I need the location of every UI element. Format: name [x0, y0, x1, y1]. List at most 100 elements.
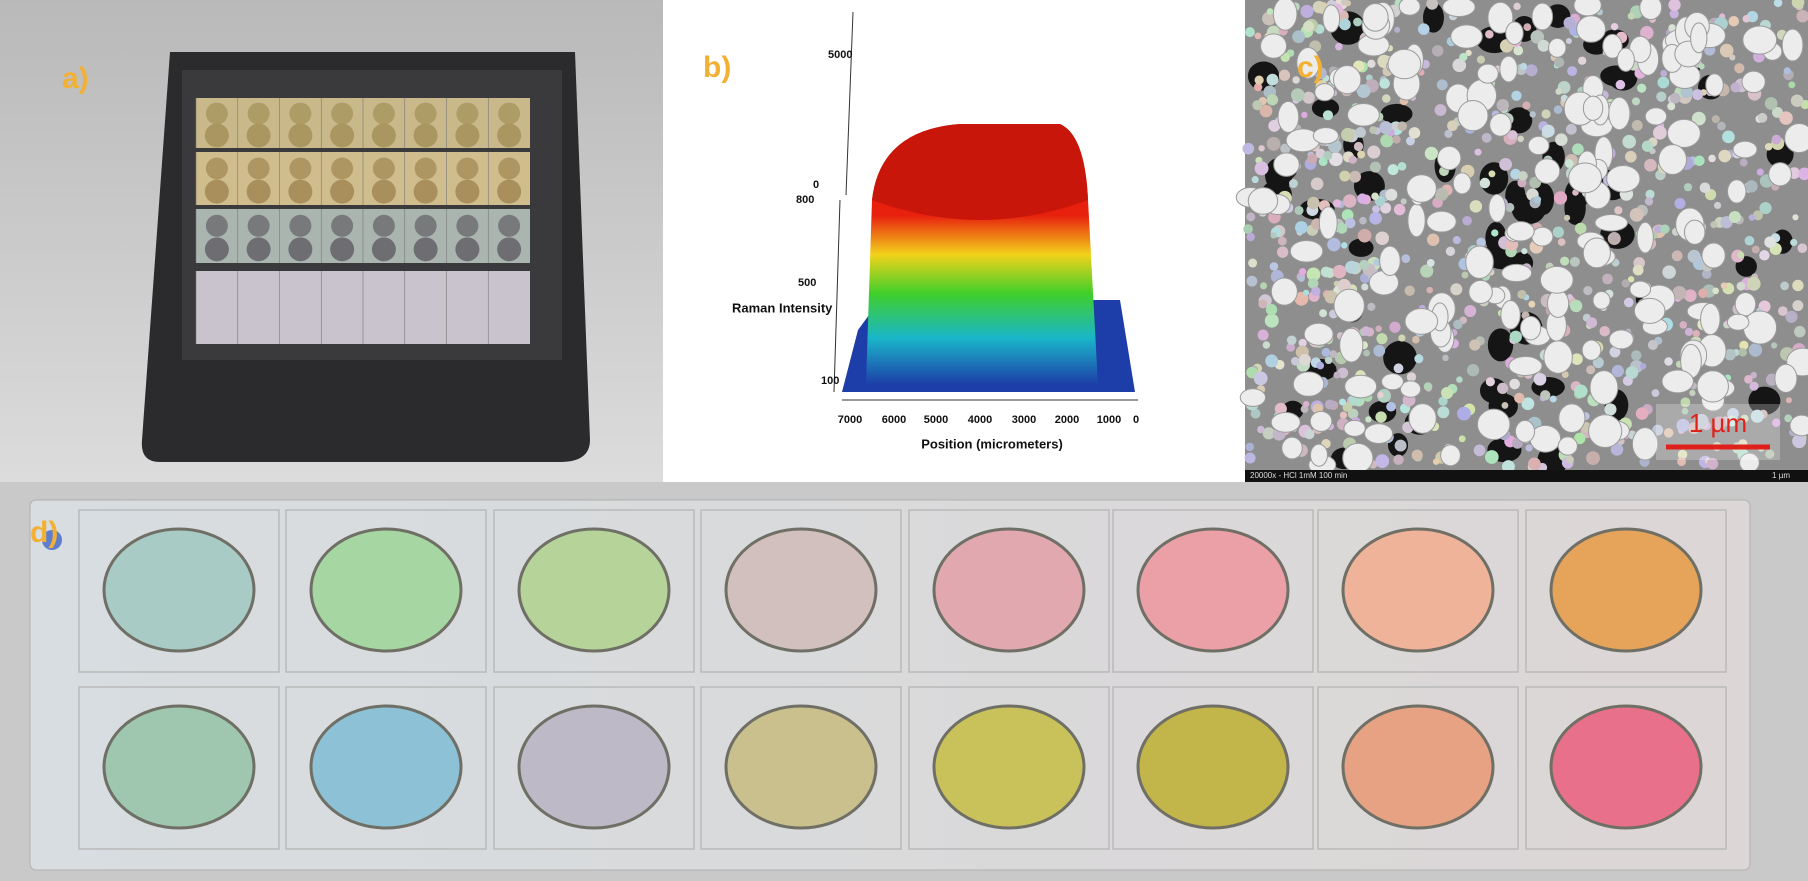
grain [1386, 401, 1396, 412]
well-cell [493, 509, 695, 673]
well [413, 179, 438, 204]
grain [1310, 177, 1324, 191]
grain [1479, 177, 1491, 189]
well [205, 102, 228, 125]
grain [1345, 217, 1356, 229]
well [455, 179, 480, 204]
grain [1708, 154, 1716, 163]
grain [1744, 375, 1753, 384]
well [205, 214, 228, 237]
surface-top [872, 124, 1088, 220]
grain [1389, 321, 1401, 333]
particle [1606, 164, 1641, 193]
grain [1243, 224, 1253, 234]
particle [1683, 219, 1706, 245]
particle [1661, 369, 1694, 394]
grain [1607, 232, 1621, 246]
grain [1458, 435, 1466, 443]
grain [1391, 122, 1400, 131]
grain [1262, 341, 1271, 349]
grain [1496, 98, 1510, 112]
grain [1792, 300, 1804, 312]
grain [1432, 458, 1440, 465]
grain [1292, 30, 1305, 44]
grain [1578, 56, 1587, 65]
pore [1748, 386, 1781, 415]
grain [1518, 171, 1528, 181]
grain [1757, 112, 1768, 123]
grain [1257, 329, 1269, 341]
grain [1640, 25, 1654, 40]
grain [1561, 371, 1569, 378]
particle [1333, 288, 1365, 323]
well [413, 123, 438, 148]
particle [1239, 388, 1267, 407]
grain [1586, 451, 1600, 466]
grain [1521, 248, 1528, 255]
well [371, 123, 396, 148]
particle [1476, 63, 1499, 84]
grain [1530, 30, 1545, 44]
grain [1466, 364, 1480, 377]
grain [1552, 226, 1564, 238]
grain [1728, 15, 1740, 27]
particle [1426, 210, 1457, 233]
grain [1298, 338, 1307, 348]
grain [1629, 207, 1644, 222]
grain [1372, 205, 1380, 214]
well [247, 214, 270, 237]
grain [1641, 140, 1654, 152]
grain [1644, 158, 1657, 172]
grain [1668, 24, 1676, 32]
particle [1784, 123, 1808, 154]
grain [1426, 259, 1435, 267]
grain [1303, 289, 1310, 296]
particle [1576, 15, 1607, 43]
y-tick-label: 500 [798, 277, 816, 289]
grain [1574, 222, 1587, 235]
grain [1268, 119, 1281, 132]
well [497, 123, 522, 148]
pore [1422, 2, 1444, 33]
grain [1773, 0, 1783, 8]
particle [1406, 174, 1437, 203]
grain [1376, 333, 1388, 345]
grain [1450, 283, 1463, 296]
particle [1742, 25, 1778, 55]
grain [1322, 110, 1334, 121]
particle [1281, 436, 1303, 460]
grain [1529, 111, 1536, 118]
panel-a: a) [0, 0, 663, 482]
grain [1645, 189, 1655, 199]
grain [1517, 135, 1524, 143]
grain [1258, 145, 1265, 152]
grain [1488, 170, 1496, 178]
particle [1700, 302, 1721, 336]
grain [1797, 243, 1808, 254]
y-tick-label: 0 [813, 179, 819, 191]
grain [1779, 111, 1793, 125]
grain [1714, 201, 1722, 210]
well [932, 704, 1086, 830]
grain [1586, 365, 1596, 375]
particle [1487, 1, 1514, 34]
grain [1604, 403, 1617, 416]
grain [1569, 299, 1583, 313]
grain [1549, 395, 1557, 403]
well [289, 102, 312, 125]
grain [1290, 356, 1300, 366]
grain [1564, 159, 1574, 168]
grain [1270, 232, 1277, 239]
grain [1252, 100, 1263, 111]
grain [1365, 416, 1372, 423]
grain [1253, 371, 1268, 386]
grain [1456, 376, 1463, 383]
well-cell [1112, 686, 1314, 850]
grain [1528, 300, 1536, 308]
grain [1377, 391, 1384, 399]
grain [1674, 198, 1686, 210]
well [288, 237, 313, 262]
grain [1701, 269, 1712, 279]
particle [1381, 373, 1404, 391]
grain [1553, 191, 1568, 205]
